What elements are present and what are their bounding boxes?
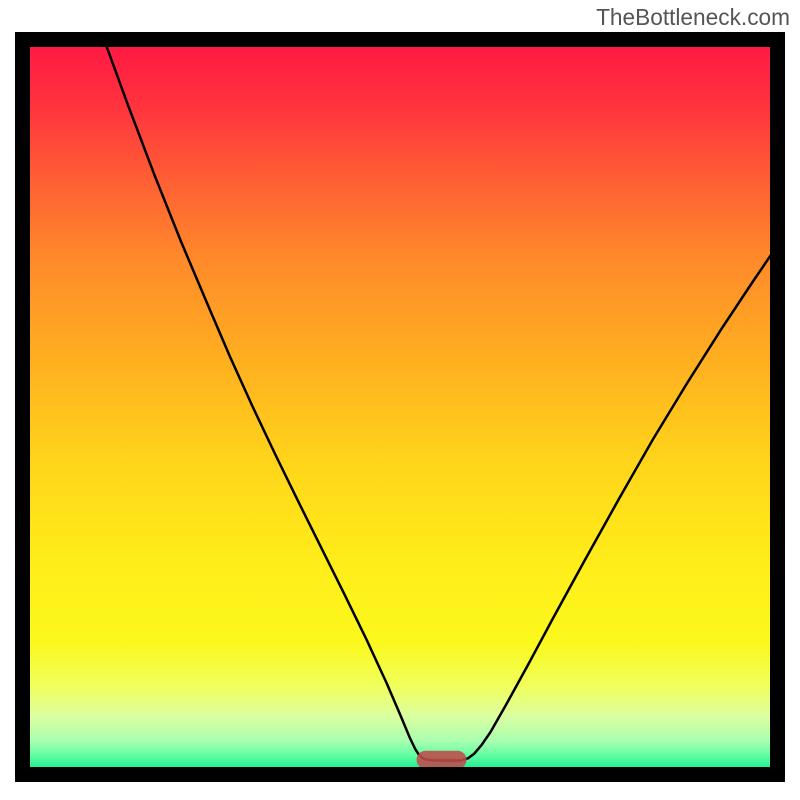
plot-background bbox=[23, 40, 778, 775]
bottleneck-curve-svg bbox=[0, 0, 800, 800]
chart-stage: TheBottleneck.com bbox=[0, 0, 800, 800]
optimal-marker bbox=[417, 751, 467, 769]
